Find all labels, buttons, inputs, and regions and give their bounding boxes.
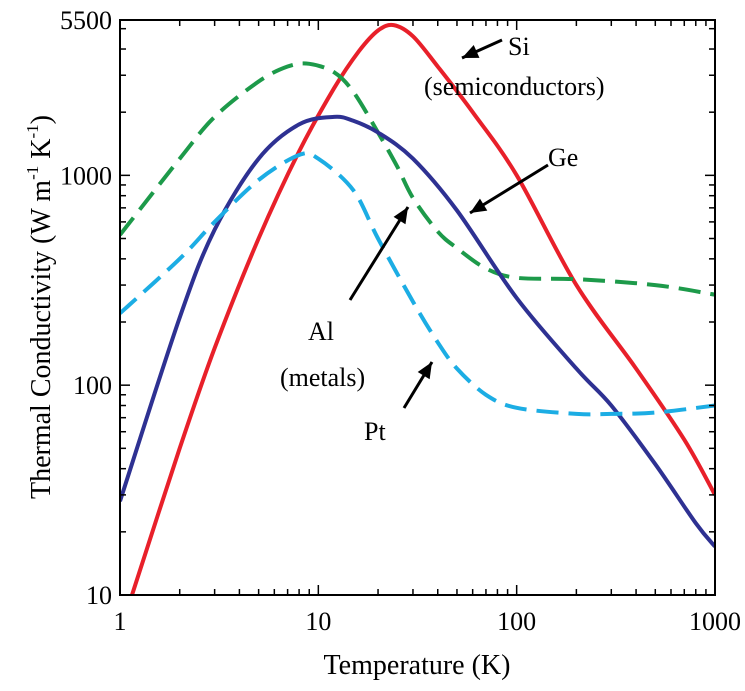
series-layer	[120, 22, 715, 595]
series-line-pt	[120, 151, 715, 417]
annotation-ge-label: Ge	[548, 143, 578, 172]
y-tick-labels: 10 100 1000 5500	[60, 6, 112, 610]
x-tick-labels: 1 10 100 1000	[114, 607, 742, 636]
x-tick-label: 100	[497, 607, 536, 636]
series-line-al	[120, 114, 715, 548]
arrow-ge	[469, 163, 549, 215]
arrow-pt	[402, 361, 434, 409]
x-tick-label: 1000	[689, 607, 741, 636]
annotation-al-sublabel: (metals)	[280, 363, 365, 392]
annotation-si-label: Si	[508, 32, 530, 61]
axes	[119, 19, 716, 596]
y-tick-label: 1000	[60, 161, 112, 190]
series-line-si	[130, 22, 715, 595]
y-tick-label: 5500	[60, 6, 112, 35]
x-axis-label: Temperature (K)	[324, 650, 511, 681]
series-line-ge	[120, 61, 715, 297]
x-tick-label: 10	[305, 607, 331, 636]
annotation-si-sublabel: (semiconductors)	[424, 72, 605, 101]
arrow-al	[348, 206, 410, 301]
annotations: Si (semiconductors) Ge Al (metals) Pt	[280, 32, 605, 446]
y-tick-label: 10	[86, 581, 112, 610]
arrow-si	[461, 38, 503, 60]
plot-frame	[119, 19, 716, 596]
x-tick-label: 1	[114, 607, 127, 636]
annotation-arrows	[348, 38, 549, 409]
annotation-al-label: Al	[308, 317, 334, 346]
y-tick-label: 100	[73, 371, 112, 400]
y-axis-label: Thermal Conductivity (W m-1 K-1)	[23, 115, 57, 499]
annotation-pt-label: Pt	[364, 417, 386, 446]
